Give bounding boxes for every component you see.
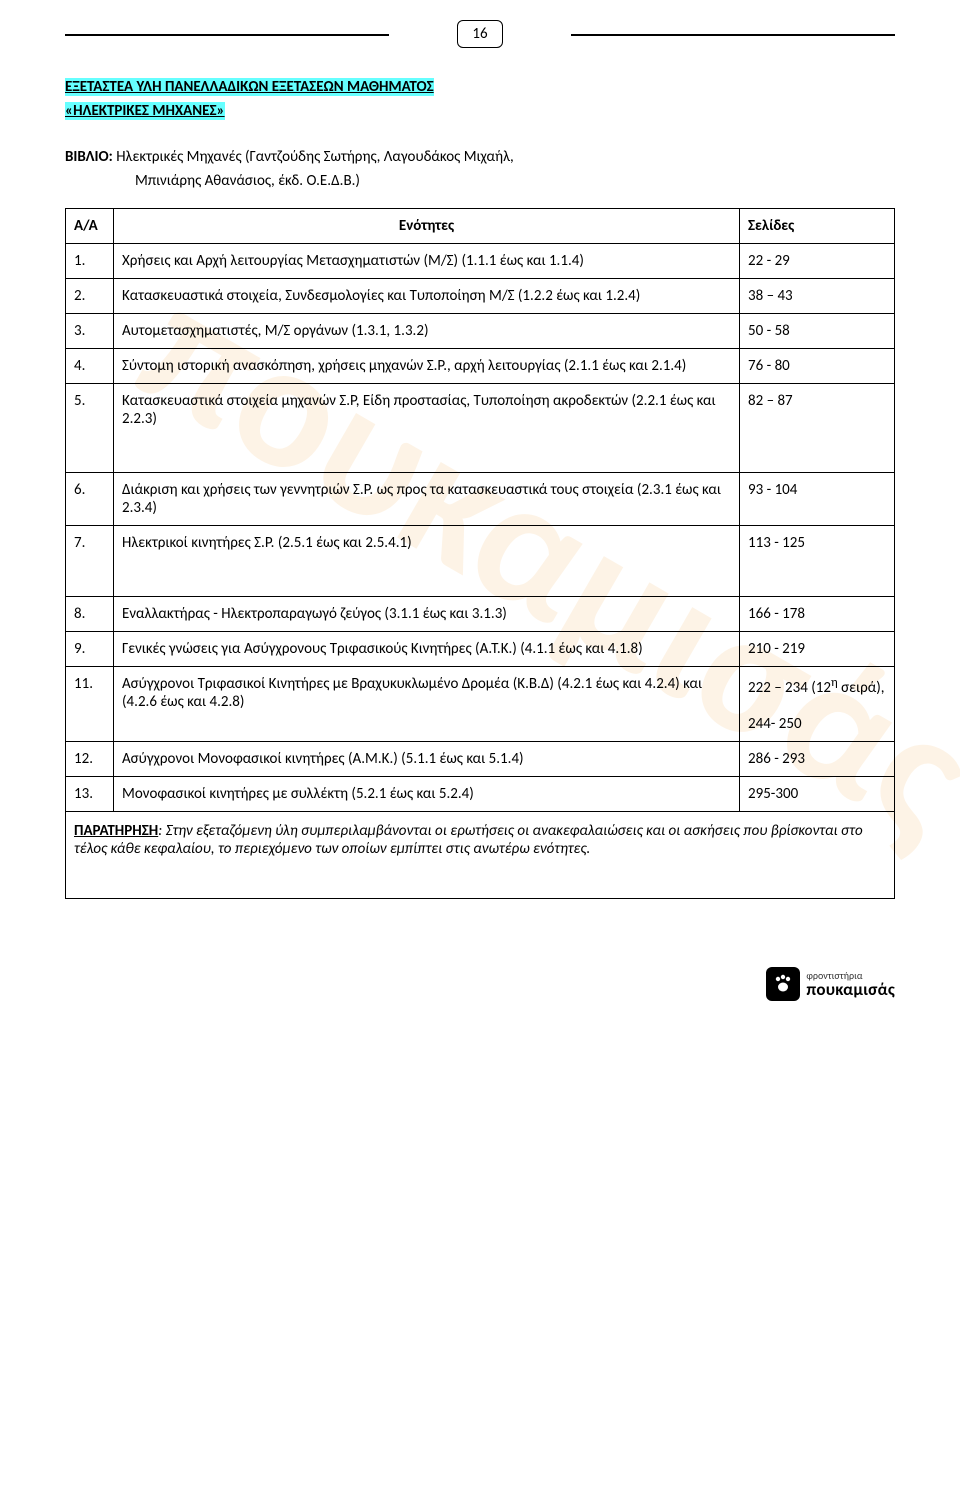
row-num: 13. bbox=[66, 777, 114, 812]
title-line-2: «ΗΛΕΚΤΡΙΚΕΣ ΜΗΧΑΝΕΣ» bbox=[65, 102, 895, 120]
table-row: 7. Ηλεκτρικοί κινητήρες Σ.Ρ. (2.5.1 έως … bbox=[66, 526, 895, 597]
row-pages: 76 - 80 bbox=[740, 349, 895, 384]
row-unit: Γενικές γνώσεις για Ασύγχρονους Τριφασικ… bbox=[114, 632, 740, 667]
row-unit: Ασύγχρονοι Τριφασικοί Κινητήρες με Βραχυ… bbox=[114, 667, 740, 742]
col-header-aa: Α/Α bbox=[66, 209, 114, 244]
row-unit: Χρήσεις και Αρχή λειτουργίας Μετασχηματι… bbox=[114, 244, 740, 279]
row-unit: Σύντομη ιστορική ανασκόπηση, χρήσεις μηχ… bbox=[114, 349, 740, 384]
title-2: «ΗΛΕΚΤΡΙΚΕΣ ΜΗΧΑΝΕΣ» bbox=[65, 102, 225, 120]
row-num: 9. bbox=[66, 632, 114, 667]
row-num: 1. bbox=[66, 244, 114, 279]
row-num: 2. bbox=[66, 279, 114, 314]
page-header: 16 bbox=[65, 20, 895, 48]
row-unit: Κατασκευαστικά στοιχεία, Συνδεσμολογίες … bbox=[114, 279, 740, 314]
book-title: Ηλεκτρικές Μηχανές (Γαντζούδης Σωτήρης, … bbox=[113, 148, 514, 166]
pages-sup: η bbox=[831, 675, 838, 690]
table-header-row: Α/Α Ενότητες Σελίδες bbox=[66, 209, 895, 244]
row-unit: Αυτομετασχηματιστές, Μ/Σ οργάνων (1.3.1,… bbox=[114, 314, 740, 349]
table-row: 6. Διάκριση και χρήσεις των γεννητριών Σ… bbox=[66, 473, 895, 526]
row-unit: Εναλλακτήρας - Ηλεκτροπαραγωγό ζεύγος (3… bbox=[114, 597, 740, 632]
observation-text: : Στην εξεταζόμενη ύλη συμπεριλαμβάνοντα… bbox=[74, 822, 863, 858]
col-header-pages: Σελίδες bbox=[740, 209, 895, 244]
row-num: 11. bbox=[66, 667, 114, 742]
row-num: 4. bbox=[66, 349, 114, 384]
syllabus-table: Α/Α Ενότητες Σελίδες 1. Χρήσεις και Αρχή… bbox=[65, 208, 895, 899]
table-row: 13. Μονοφασικοί κινητήρες με συλλέκτη (5… bbox=[66, 777, 895, 812]
row-num: 7. bbox=[66, 526, 114, 597]
table-row: 2. Κατασκευαστικά στοιχεία, Συνδεσμολογί… bbox=[66, 279, 895, 314]
row-pages: 22 - 29 bbox=[740, 244, 895, 279]
row-num: 12. bbox=[66, 742, 114, 777]
row-unit: Κατασκευαστικά στοιχεία μηχανών Σ.Ρ, Είδ… bbox=[114, 384, 740, 473]
row-num: 3. bbox=[66, 314, 114, 349]
book-label: ΒΙΒΛΙΟ: bbox=[65, 148, 113, 166]
table-row: 3. Αυτομετασχηματιστές, Μ/Σ οργάνων (1.3… bbox=[66, 314, 895, 349]
pages-part: 222 – 234 (12 bbox=[748, 679, 831, 697]
title-1: ΕΞΕΤΑΣΤΕΑ ΥΛΗ ΠΑΝΕΛΛΑΔΙΚΩΝ ΕΞΕΤΑΣΕΩΝ ΜΑΘ… bbox=[65, 78, 434, 96]
row-pages: 38 – 43 bbox=[740, 279, 895, 314]
row-pages: 93 - 104 bbox=[740, 473, 895, 526]
observation-label: ΠΑΡΑΤΗΡΗΣΗ bbox=[74, 822, 158, 840]
table-row: 11. Ασύγχρονοι Τριφασικοί Κινητήρες με Β… bbox=[66, 667, 895, 742]
row-num: 6. bbox=[66, 473, 114, 526]
book-line: ΒΙΒΛΙΟ: Ηλεκτρικές Μηχανές (Γαντζούδης Σ… bbox=[65, 148, 895, 166]
observation-row: ΠΑΡΑΤΗΡΗΣΗ: Στην εξεταζόμενη ύλη συμπερι… bbox=[66, 812, 895, 899]
book-subline: Μπινιάρης Αθανάσιος, έκδ. Ο.Ε.Δ.Β.) bbox=[135, 172, 895, 190]
table-row: 5. Κατασκευαστικά στοιχεία μηχανών Σ.Ρ, … bbox=[66, 384, 895, 473]
row-pages: 166 - 178 bbox=[740, 597, 895, 632]
header-rule-right bbox=[571, 34, 895, 36]
row-pages: 50 - 58 bbox=[740, 314, 895, 349]
table-row: 9. Γενικές γνώσεις για Ασύγχρονους Τριφα… bbox=[66, 632, 895, 667]
observation-cell: ΠΑΡΑΤΗΡΗΣΗ: Στην εξεταζόμενη ύλη συμπερι… bbox=[66, 812, 895, 899]
pages-part: σειρά), bbox=[841, 679, 884, 697]
header-rule-left bbox=[65, 34, 389, 36]
row-unit: Μονοφασικοί κινητήρες με συλλέκτη (5.2.1… bbox=[114, 777, 740, 812]
table-row: 12. Ασύγχρονοι Μονοφασικοί κινητήρες (Α.… bbox=[66, 742, 895, 777]
col-header-unit: Ενότητες bbox=[114, 209, 740, 244]
table-row: 8. Εναλλακτήρας - Ηλεκτροπαραγωγό ζεύγος… bbox=[66, 597, 895, 632]
row-num: 8. bbox=[66, 597, 114, 632]
row-pages: 295-300 bbox=[740, 777, 895, 812]
row-pages: 286 - 293 bbox=[740, 742, 895, 777]
row-pages: 113 - 125 bbox=[740, 526, 895, 597]
page-number: 16 bbox=[457, 20, 502, 48]
row-pages: 222 – 234 (12η σειρά), 244- 250 bbox=[740, 667, 895, 742]
pages-part: 244- 250 bbox=[748, 715, 802, 733]
title-line-1: ΕΞΕΤΑΣΤΕΑ ΥΛΗ ΠΑΝΕΛΛΑΔΙΚΩΝ ΕΞΕΤΑΣΕΩΝ ΜΑΘ… bbox=[65, 78, 895, 96]
row-unit: Ασύγχρονοι Μονοφασικοί κινητήρες (Α.Μ.Κ.… bbox=[114, 742, 740, 777]
table-row: 1. Χρήσεις και Αρχή λειτουργίας Μετασχημ… bbox=[66, 244, 895, 279]
row-pages: 82 – 87 bbox=[740, 384, 895, 473]
row-pages: 210 - 219 bbox=[740, 632, 895, 667]
table-row: 4. Σύντομη ιστορική ανασκόπηση, χρήσεις … bbox=[66, 349, 895, 384]
row-unit: Διάκριση και χρήσεις των γεννητριών Σ.Ρ.… bbox=[114, 473, 740, 526]
row-unit: Ηλεκτρικοί κινητήρες Σ.Ρ. (2.5.1 έως και… bbox=[114, 526, 740, 597]
row-num: 5. bbox=[66, 384, 114, 473]
